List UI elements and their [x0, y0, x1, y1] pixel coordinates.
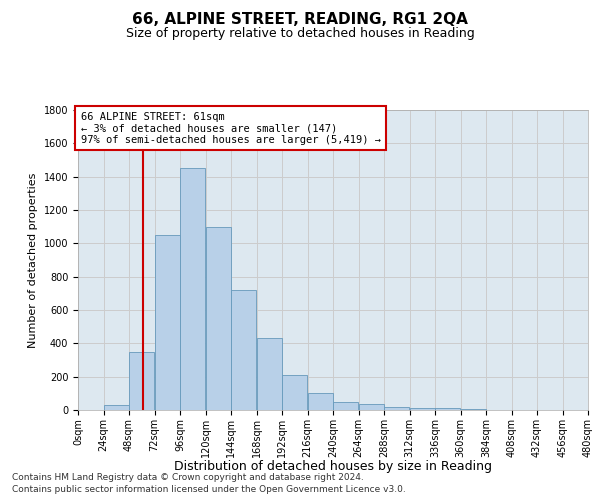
Bar [308, 394, 333, 410]
Bar [282, 375, 307, 410]
Bar [155, 235, 180, 410]
Y-axis label: Number of detached properties: Number of detached properties [28, 172, 38, 348]
Text: Size of property relative to detached houses in Reading: Size of property relative to detached ho… [125, 28, 475, 40]
Bar [180, 168, 205, 410]
Bar [206, 226, 231, 410]
Bar [231, 290, 256, 410]
Bar [384, 406, 409, 410]
Text: 66, ALPINE STREET, READING, RG1 2QA: 66, ALPINE STREET, READING, RG1 2QA [132, 12, 468, 28]
Bar [333, 402, 358, 410]
Text: Contains HM Land Registry data © Crown copyright and database right 2024.: Contains HM Land Registry data © Crown c… [12, 472, 364, 482]
Text: 66 ALPINE STREET: 61sqm
← 3% of detached houses are smaller (147)
97% of semi-de: 66 ALPINE STREET: 61sqm ← 3% of detached… [80, 112, 380, 144]
Bar [104, 405, 129, 410]
X-axis label: Distribution of detached houses by size in Reading: Distribution of detached houses by size … [174, 460, 492, 472]
Text: Contains public sector information licensed under the Open Government Licence v3: Contains public sector information licen… [12, 485, 406, 494]
Bar [257, 338, 282, 410]
Bar [359, 404, 384, 410]
Bar [129, 352, 154, 410]
Bar [461, 409, 486, 410]
Bar [410, 408, 435, 410]
Bar [435, 408, 460, 410]
